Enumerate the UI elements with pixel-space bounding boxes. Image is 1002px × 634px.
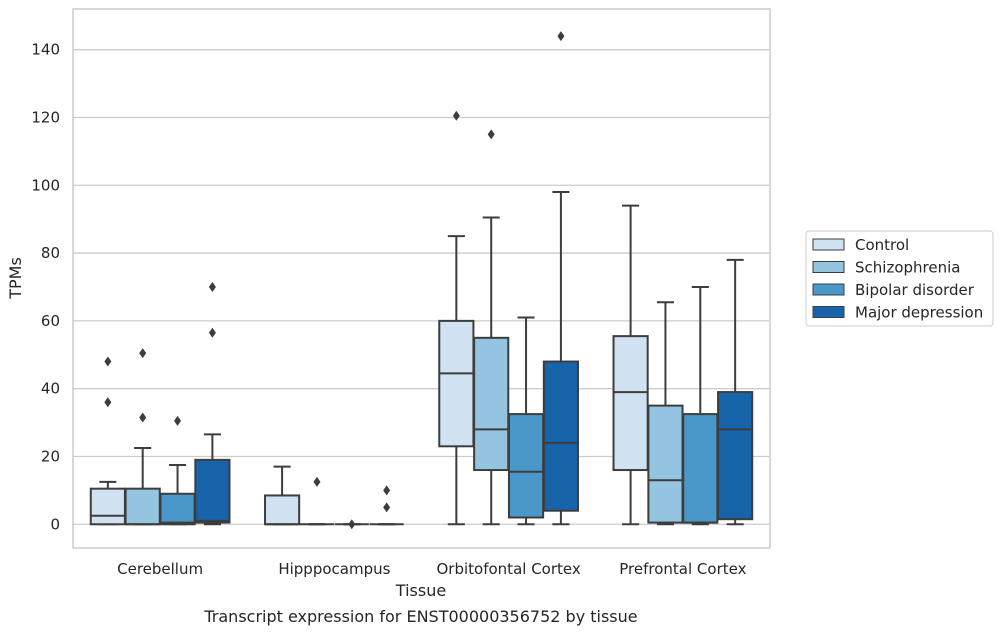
- outlier-point: [104, 356, 112, 367]
- box-group: [717, 258, 754, 526]
- x-tick-label: Prefrontal Cortex: [619, 560, 746, 578]
- box-iqr: [612, 335, 649, 472]
- outlier-point: [487, 129, 495, 140]
- y-axis-ticks: 0 20 40 60 80 100 120 140: [31, 41, 60, 534]
- legend-swatch: [812, 238, 845, 251]
- box-group: [542, 31, 579, 526]
- box-iqr: [264, 494, 301, 526]
- y-tick-label: 40: [41, 380, 60, 398]
- plot-frame: [72, 8, 771, 549]
- box-iqr: [717, 391, 754, 521]
- legend-label: Bipolar disorder: [855, 281, 975, 299]
- x-axis-ticks: Cerebellum Hipppocampus Orbitofontal Corte…: [117, 560, 746, 578]
- box-group: [507, 316, 545, 526]
- box-group: [89, 356, 126, 526]
- outlier-point: [383, 502, 391, 513]
- y-tick-label: 80: [41, 244, 60, 262]
- legend-label: Control: [855, 236, 909, 254]
- box-group: [438, 110, 475, 526]
- outlier-point: [313, 476, 321, 487]
- box-group: [299, 476, 335, 526]
- y-tick-label: 100: [31, 176, 60, 194]
- legend: Control Schizophrenia Bipolar disorder Majo…: [805, 230, 994, 327]
- legend-swatch: [812, 306, 845, 318]
- legend-label: Schizophrenia: [855, 259, 960, 277]
- box-group: [159, 415, 196, 526]
- box-iqr: [438, 319, 475, 448]
- outlier-point: [348, 519, 356, 530]
- gridlines: [73, 49, 770, 525]
- chart-caption: Transcript expression for ENST0000035675…: [203, 607, 637, 626]
- box-iqr: [194, 458, 231, 524]
- x-tick-label: Cerebellum: [117, 560, 203, 578]
- outlier-point: [208, 327, 216, 338]
- y-tick-label: 120: [31, 108, 60, 126]
- y-tick-label: 0: [50, 515, 60, 533]
- legend-label: Major depression: [855, 304, 983, 322]
- y-axis-title: TPMs: [6, 257, 25, 300]
- box-iqr: [89, 487, 126, 526]
- x-axis-title: Tissue: [395, 581, 446, 600]
- outlier-point: [104, 397, 112, 408]
- x-tick-label: Hipppocampus: [278, 560, 390, 578]
- outlier-point: [208, 281, 216, 292]
- box-group: [194, 281, 231, 526]
- box-group: [612, 204, 649, 526]
- legend-frame: [805, 230, 994, 327]
- box-group: [473, 129, 510, 526]
- box-group: [647, 301, 684, 526]
- y-tick-label: 140: [31, 41, 60, 59]
- outlier-point: [139, 412, 147, 423]
- outlier-point: [174, 415, 182, 426]
- box-group: [334, 519, 369, 530]
- outlier-point: [139, 348, 147, 359]
- outlier-point: [452, 110, 460, 121]
- outlier-point: [557, 31, 565, 42]
- outlier-point: [383, 485, 391, 496]
- box-iqr: [507, 413, 545, 519]
- box-group: [124, 348, 161, 526]
- legend-swatch: [812, 283, 845, 296]
- box-iqr: [159, 492, 196, 526]
- box-group: [682, 285, 719, 526]
- box-iqr: [647, 404, 684, 524]
- box-iqr: [542, 360, 579, 512]
- box-iqr: [473, 336, 510, 472]
- box-group: [369, 485, 404, 526]
- boxes: [89, 31, 754, 530]
- box-iqr: [124, 487, 161, 526]
- box-group: [264, 465, 301, 526]
- box-iqr: [682, 413, 719, 524]
- y-tick-label: 20: [41, 447, 60, 465]
- y-tick-label: 60: [41, 312, 60, 330]
- legend-swatch: [812, 261, 845, 273]
- x-tick-label: Orbitofontal Cortex: [437, 560, 581, 578]
